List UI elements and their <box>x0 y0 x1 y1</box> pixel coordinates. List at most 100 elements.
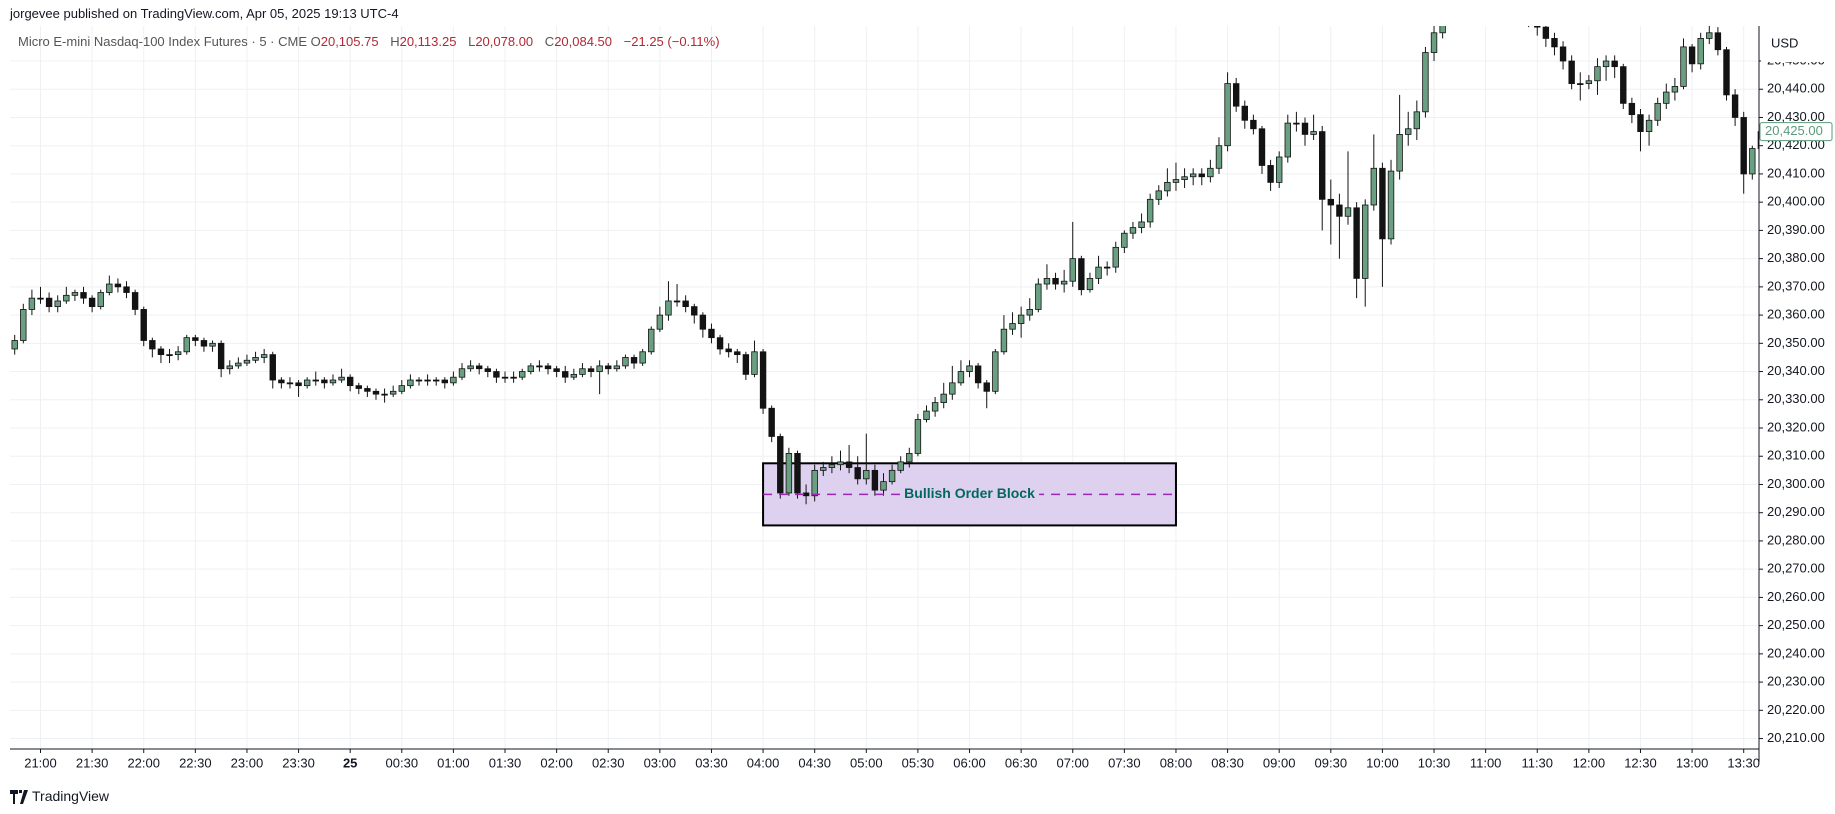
candle-body <box>1095 266 1102 279</box>
x-tick-label: 07:30 <box>1108 755 1141 770</box>
candle-body <box>1293 122 1300 125</box>
candle-body <box>269 354 276 381</box>
candle-body <box>1697 38 1704 65</box>
y-tick-label: 20,440.00 <box>1767 81 1825 96</box>
candle-body <box>802 492 810 497</box>
low-label: L <box>468 34 476 49</box>
x-tick-label: 08:30 <box>1211 755 1244 770</box>
candle-body <box>1267 165 1274 183</box>
candle-body <box>235 362 242 367</box>
candle-body <box>579 368 586 375</box>
y-tick-label: 20,320.00 <box>1767 419 1825 434</box>
candle-body <box>837 461 844 466</box>
candle-body <box>1310 131 1317 135</box>
candle-body <box>1017 314 1025 324</box>
candle-body <box>226 365 233 370</box>
candle-body <box>1138 221 1145 228</box>
candle-body <box>364 388 371 392</box>
y-tick-label: 20,390.00 <box>1767 222 1825 237</box>
x-tick-label: 03:00 <box>644 755 677 770</box>
candle-body <box>570 373 578 378</box>
x-tick-label: 23:30 <box>282 755 315 770</box>
x-tick-label: 13:30 <box>1727 755 1760 770</box>
candle-body <box>1714 32 1722 51</box>
x-tick-label: 09:30 <box>1315 755 1348 770</box>
y-tick-label: 20,400.00 <box>1767 194 1825 209</box>
candle-body <box>536 365 543 368</box>
candle-body <box>97 292 104 308</box>
candle-body <box>519 371 526 378</box>
candle-body <box>656 314 664 330</box>
candle-body <box>501 376 509 379</box>
candle-body <box>1086 277 1094 291</box>
candle-body <box>441 379 448 384</box>
candle-body <box>1336 204 1343 217</box>
candle-body <box>828 464 836 468</box>
publisher-line: jorgevee published on TradingView.com, A… <box>10 6 399 21</box>
candle-body <box>260 354 268 358</box>
candle-body <box>1035 283 1042 310</box>
candle-body <box>587 368 595 372</box>
candle-body <box>1620 66 1627 104</box>
candle-body <box>381 393 388 396</box>
change: −21.25 (−0.11%) <box>623 34 720 49</box>
candle-body <box>1500 2 1506 8</box>
high-value: 20,113.25 <box>399 34 457 49</box>
candle-body <box>1155 190 1162 200</box>
candle-body <box>1517 5 1523 13</box>
candle-body <box>37 297 44 300</box>
y-tick-label: 20,380.00 <box>1767 250 1825 265</box>
y-tick-label: 20,270.00 <box>1767 561 1825 576</box>
y-tick-label: 20,250.00 <box>1767 617 1825 632</box>
candle-body <box>1146 198 1154 223</box>
x-tick-label: 08:00 <box>1160 755 1193 770</box>
candle-body <box>1723 49 1730 96</box>
candle-body <box>209 342 216 347</box>
candle-body <box>1491 2 1497 10</box>
candle-body <box>1103 266 1111 269</box>
candle-body <box>1189 173 1197 178</box>
candle-body <box>217 342 225 370</box>
x-tick-label: 12:00 <box>1573 755 1606 770</box>
x-tick-label: 07:00 <box>1056 755 1089 770</box>
candle-body <box>1526 5 1532 19</box>
candle-body <box>880 481 887 491</box>
currency: USD <box>1771 35 1798 50</box>
candle-body <box>931 402 939 412</box>
candle-body <box>493 371 500 378</box>
candle-body <box>665 300 672 316</box>
x-tick-label: 06:00 <box>953 755 986 770</box>
candle-body <box>923 410 930 420</box>
x-tick-label: 11:00 <box>1470 755 1502 770</box>
candle-body <box>1258 128 1266 166</box>
candle-body <box>1405 128 1412 135</box>
candle-body <box>338 376 345 381</box>
candle-body <box>1602 60 1610 68</box>
candle-body <box>106 283 113 293</box>
candle-body <box>1396 134 1403 172</box>
candle-body <box>751 351 758 375</box>
candle-body <box>467 365 474 370</box>
candle-body <box>1060 280 1068 285</box>
y-tick-label: 20,280.00 <box>1767 532 1825 547</box>
y-tick-label: 20,220.00 <box>1767 702 1825 717</box>
candle-body <box>1172 179 1180 183</box>
candle-body <box>1327 198 1335 206</box>
y-tick-label: 20,410.00 <box>1767 165 1825 180</box>
candle-body <box>1043 277 1051 285</box>
candle-body <box>1534 26 1541 28</box>
candle-body <box>200 340 208 347</box>
candle-body <box>673 300 681 303</box>
candle-body <box>605 365 612 370</box>
candle-body <box>114 283 122 288</box>
candle-body <box>510 376 517 379</box>
candle-body <box>1551 38 1558 48</box>
candle-body <box>1112 246 1119 268</box>
close-label: C <box>544 34 555 49</box>
open-value: 20,105.75 <box>320 34 379 49</box>
candle-body <box>123 286 130 293</box>
candle-body <box>1198 173 1205 178</box>
last-price-badge <box>1759 122 1833 142</box>
candle-body <box>596 365 603 372</box>
